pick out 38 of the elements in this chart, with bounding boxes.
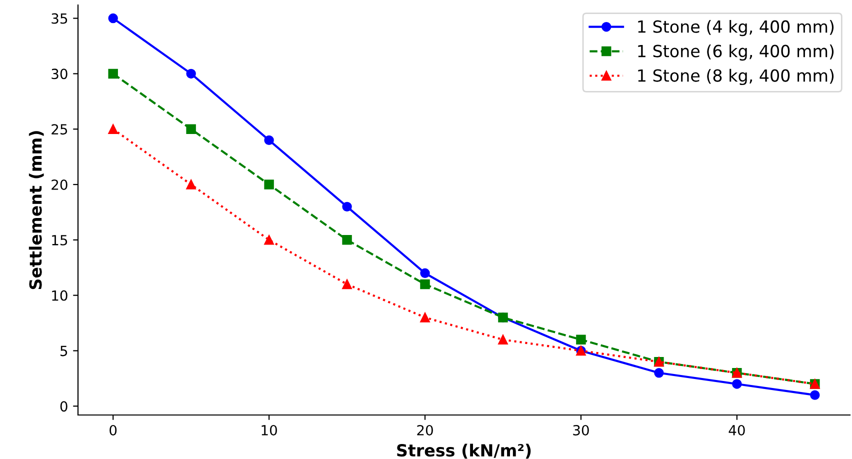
- point: [264, 235, 274, 245]
- point: [108, 124, 118, 134]
- legend-label: 1 Stone (6 kg, 400 mm): [638, 44, 834, 61]
- point: [498, 334, 508, 345]
- y-tick-label: 0: [60, 401, 68, 412]
- y-tick-label: 5: [60, 346, 68, 356]
- x-tick-label: 0: [110, 424, 117, 436]
- x-tick-label: 30: [573, 424, 589, 436]
- point: [108, 13, 118, 24]
- legend-label: 1 Stone (4 kg, 400 mm): [638, 20, 834, 36]
- x-axis-title: Stress (kN/m²): [397, 444, 531, 459]
- point: [420, 312, 430, 322]
- y-axis-title: Settlement (mm): [28, 131, 44, 290]
- point: [186, 124, 196, 134]
- point: [264, 135, 274, 146]
- point: [576, 334, 586, 345]
- legend-label: 1 Stone (8 kg, 400 mm): [638, 68, 834, 86]
- x-tick-label: 10: [262, 424, 277, 436]
- x-tick-label: 40: [728, 424, 745, 436]
- y-tick-label: 20: [52, 179, 68, 190]
- point: [654, 368, 664, 378]
- point: [732, 379, 742, 389]
- point: [420, 279, 430, 290]
- point: [420, 268, 430, 278]
- point: [342, 202, 352, 212]
- y-tick-label: 35: [52, 13, 68, 24]
- point: [342, 279, 352, 290]
- y-tick-label: 25: [52, 124, 68, 135]
- y-tick-label: 10: [52, 290, 68, 301]
- point: [342, 235, 352, 245]
- point: [264, 180, 274, 190]
- y-tick-label: 15: [52, 235, 68, 246]
- point: [186, 180, 196, 190]
- x-tick-label: 20: [417, 424, 433, 436]
- point: [108, 68, 118, 79]
- point: [810, 390, 820, 400]
- y-tick-label: 30: [52, 68, 68, 80]
- point: [186, 68, 196, 79]
